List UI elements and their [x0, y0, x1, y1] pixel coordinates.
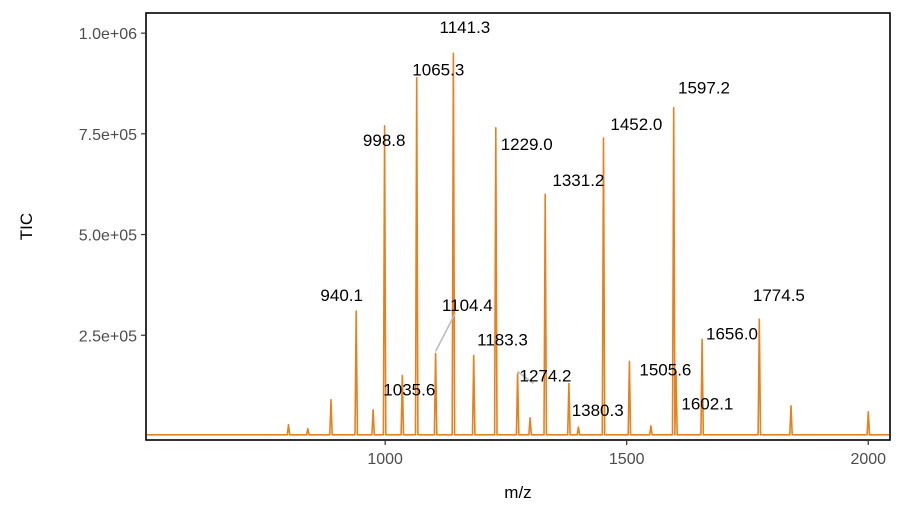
peak-label: 1065.3: [412, 60, 464, 79]
peak-label: 1597.2: [678, 79, 730, 98]
peak-label: 1602.1: [681, 395, 733, 414]
peak-label: 1183.3: [477, 330, 528, 349]
peak-label: 998.8: [363, 131, 406, 150]
x-axis-tick-label: 1000: [367, 451, 403, 468]
y-axis-title: TIC: [17, 213, 36, 240]
axes: 1000 1500 2000 2.5e+05 5.0e+05 7.5e+05 1.0e+06: [79, 26, 886, 468]
y-axis-tick-label: 2.5e+05: [79, 328, 137, 345]
peak-label: 1229.0: [501, 135, 553, 154]
x-axis-title: m/z: [504, 483, 531, 502]
peak-label: 1505.6: [639, 361, 691, 380]
peak-label: 1774.5: [753, 286, 805, 305]
y-axis-tick-label: 7.5e+05: [79, 127, 137, 144]
peak-label: 1104.4: [442, 296, 493, 315]
peak-label: 1656.0: [706, 324, 758, 343]
peak-label-leader-line: [517, 370, 534, 385]
leader-lines: [434, 312, 534, 385]
plot-panel-border: [145, 12, 891, 441]
peak-labels: 940.1 998.8 1035.6 1065.3 1104.4 1141.3 1183.3…: [320, 18, 804, 420]
x-axis-tick-label: 2000: [850, 451, 886, 468]
peak-label: 940.1: [320, 286, 363, 305]
peak-label: 1035.6: [383, 381, 435, 400]
spectrum-line: [147, 52, 889, 436]
peak-label: 1274.2: [520, 367, 572, 386]
y-axis-tick-label: 5.0e+05: [79, 228, 137, 245]
peak-label: 1452.0: [610, 115, 662, 134]
y-axis-tick-label: 1.0e+06: [79, 26, 137, 43]
peak-label: 1141.3: [440, 18, 491, 37]
peak-label: 1331.2: [552, 171, 604, 190]
peak-label-leader-line: [434, 312, 457, 352]
x-axis-tick-label: 1500: [609, 451, 645, 468]
peak-label: 1380.3: [572, 401, 624, 420]
spectrum-line-layer: [147, 52, 889, 436]
